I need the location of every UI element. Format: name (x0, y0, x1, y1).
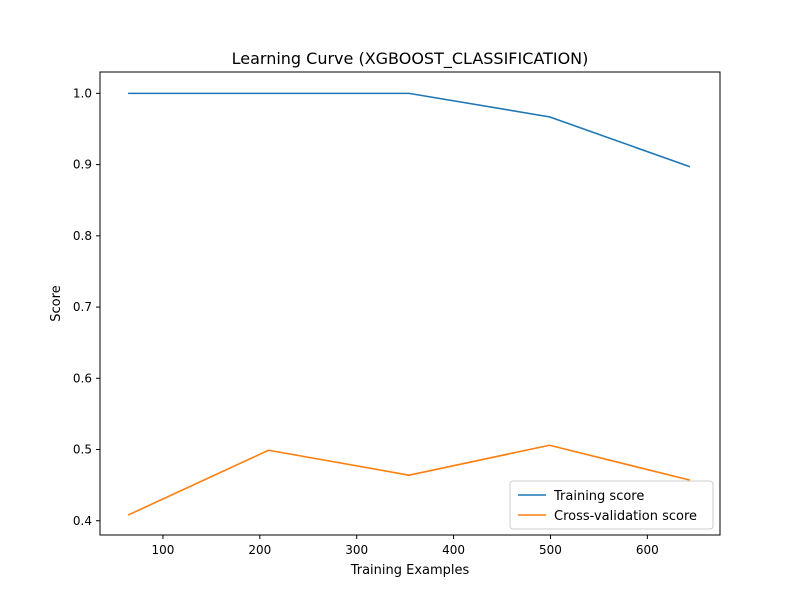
x-axis-ticks: 100 200 300 400 500 600 (152, 535, 659, 557)
series-line-training-score (128, 92, 691, 168)
series-layer (127, 92, 691, 516)
y-tick-label: 0.4 (73, 514, 92, 528)
chart-title: Learning Curve (XGBOOST_CLASSIFICATION) (232, 49, 589, 69)
y-tick-label: 1.0 (73, 86, 92, 100)
x-tick-label: 300 (345, 543, 368, 557)
y-tick-label: 0.6 (73, 371, 92, 385)
y-tick-label: 0.5 (73, 443, 92, 457)
series-line-cross-validation-score (127, 444, 691, 516)
y-tick-label: 0.8 (73, 229, 92, 243)
legend-label: Training score (553, 489, 644, 504)
legend: Training score Cross-validation score (509, 480, 714, 530)
x-tick-label: 500 (539, 543, 562, 557)
y-tick-label: 0.7 (73, 300, 92, 314)
legend-label: Cross-validation score (554, 509, 697, 524)
plot-area-frame (99, 71, 721, 536)
y-axis-label: Score (49, 285, 64, 321)
x-tick-label: 100 (152, 543, 175, 557)
x-tick-label: 600 (636, 543, 659, 557)
x-tick-label: 200 (248, 543, 271, 557)
x-axis-label: Training Examples (350, 563, 470, 578)
legend-box (509, 480, 714, 530)
x-tick-label: 400 (442, 543, 465, 557)
y-tick-label: 0.9 (73, 158, 92, 172)
y-axis-ticks: 0.4 0.5 0.6 0.7 0.8 0.9 1.0 (73, 86, 100, 528)
